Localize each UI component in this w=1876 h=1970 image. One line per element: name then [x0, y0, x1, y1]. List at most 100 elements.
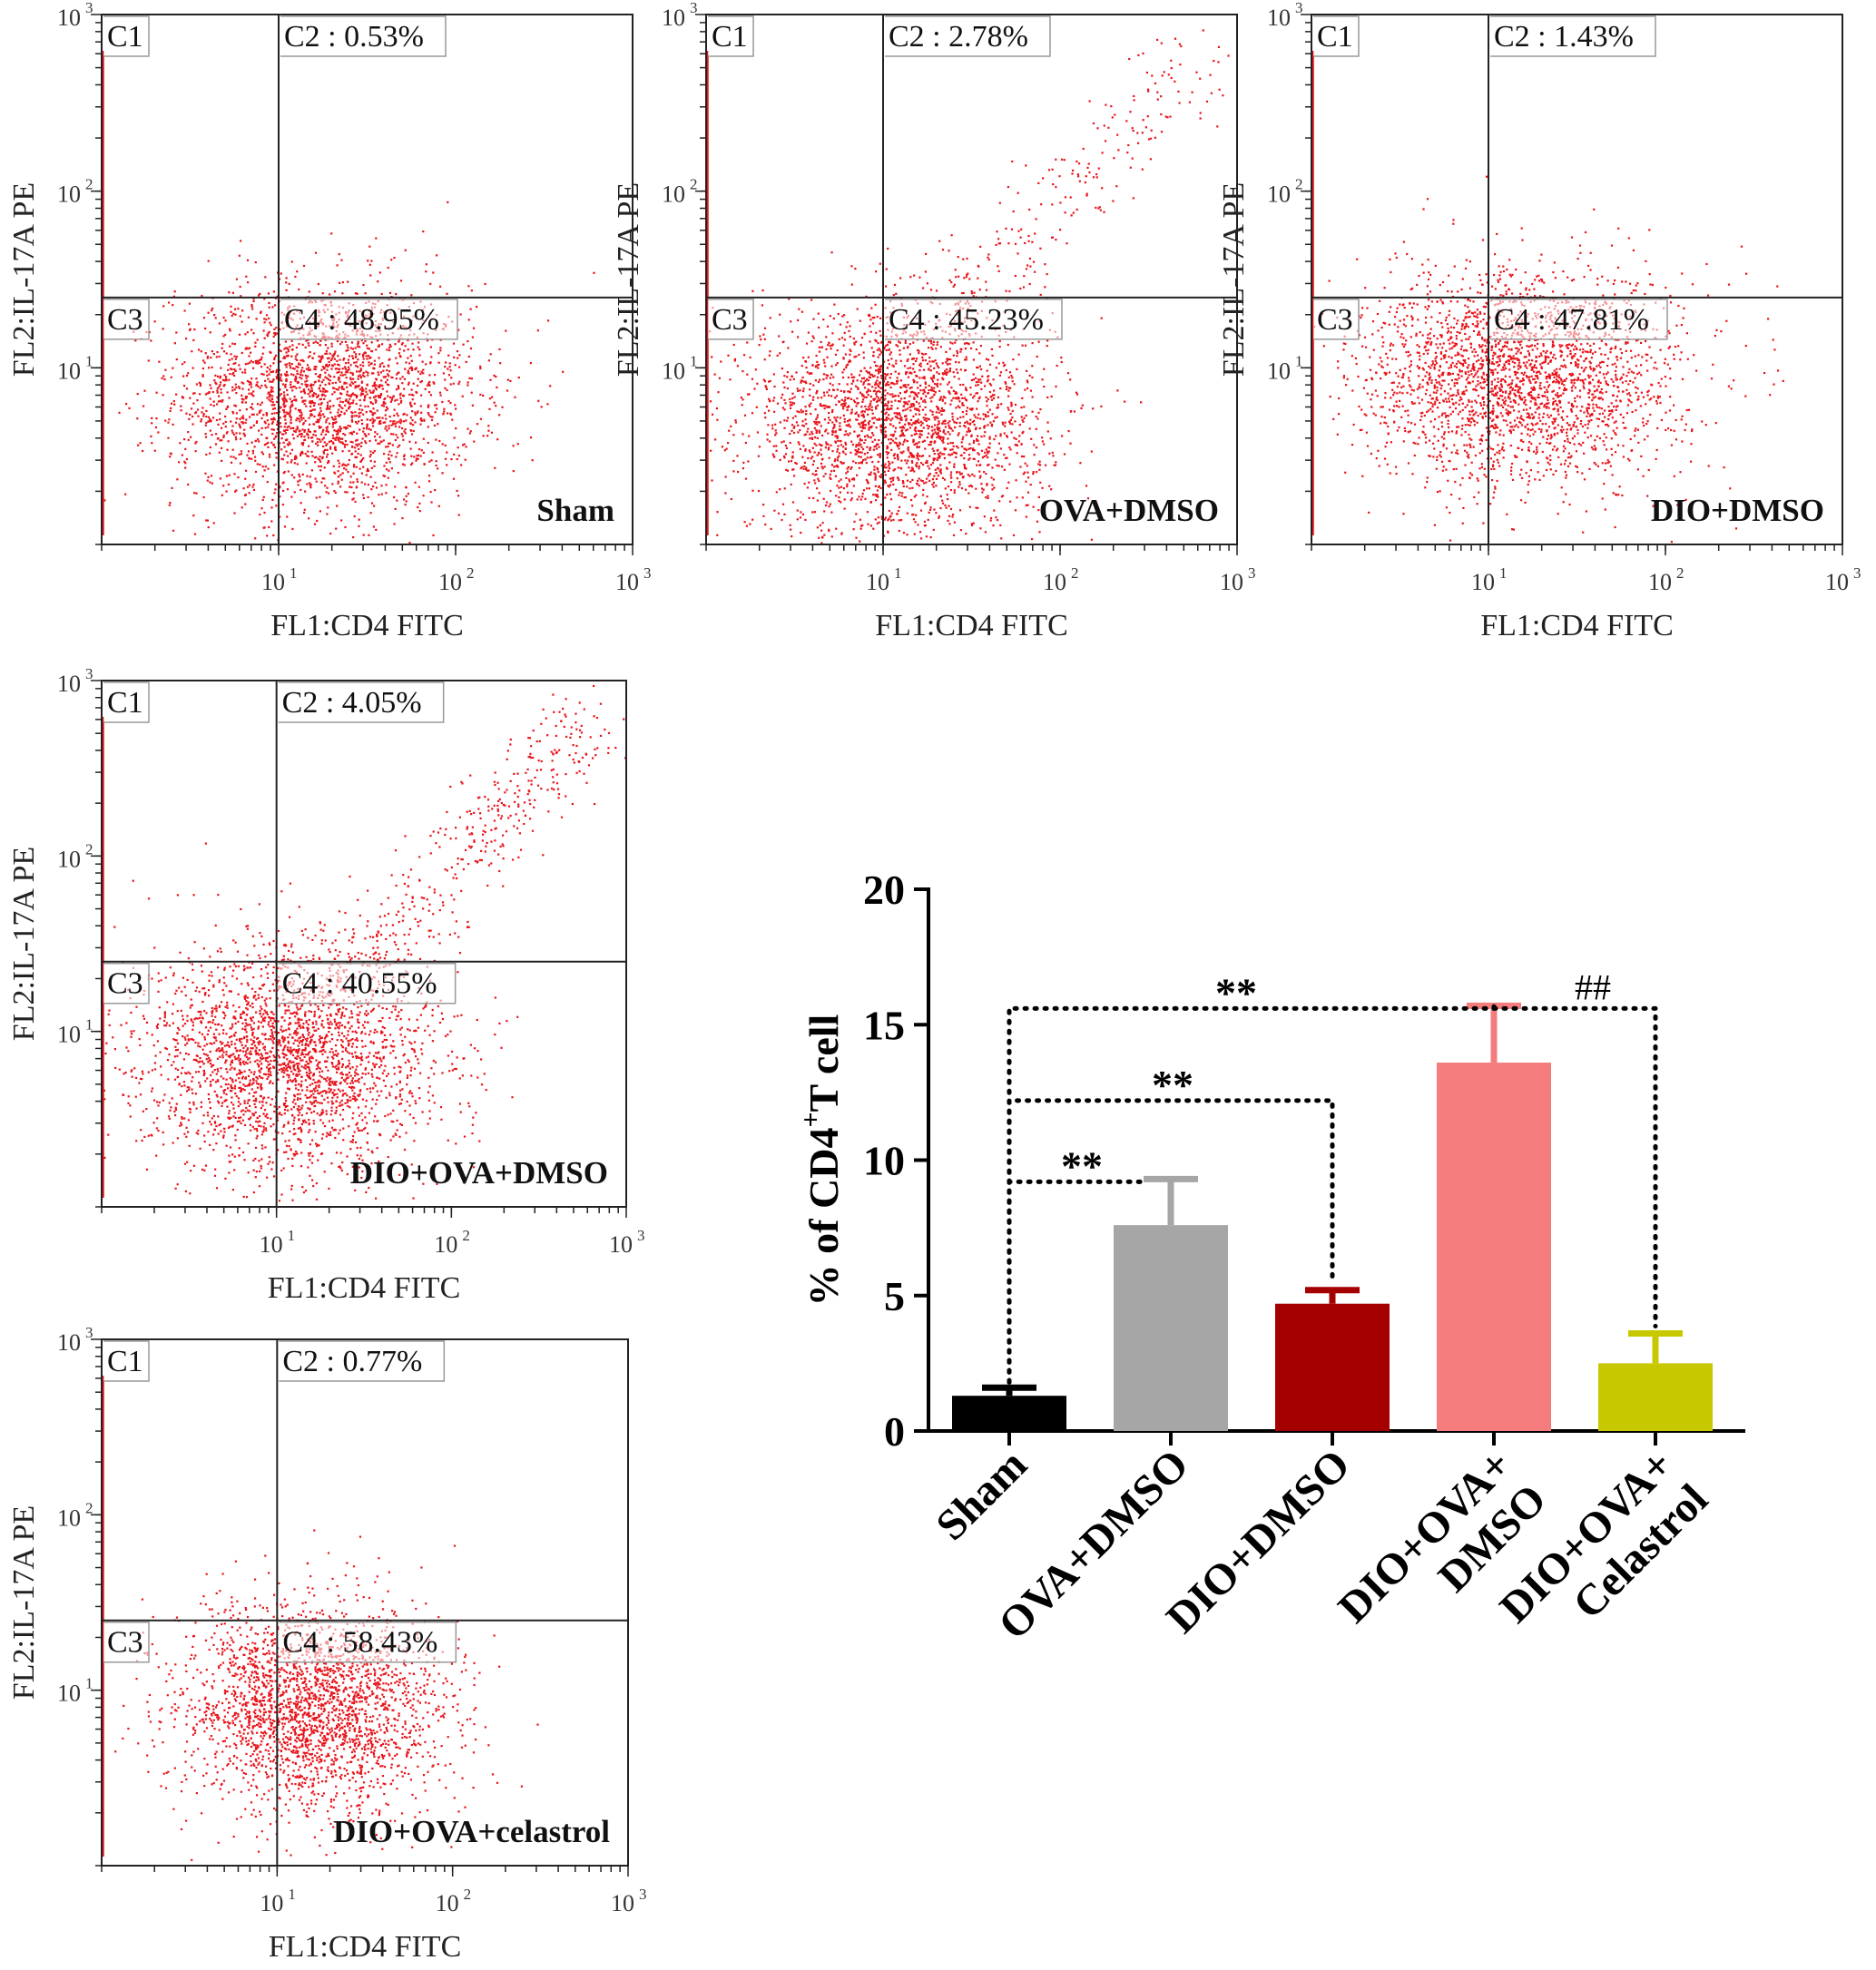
event-dot: [917, 458, 920, 461]
event-dot: [912, 403, 915, 406]
event-dot: [768, 409, 771, 412]
event-dot: [247, 485, 250, 488]
event-dot: [941, 398, 944, 401]
event-dot: [845, 326, 848, 328]
event-dot: [866, 511, 869, 514]
event-dot: [767, 424, 770, 426]
event-dot: [255, 318, 258, 320]
event-dot: [860, 337, 864, 339]
event-dot: [297, 480, 300, 483]
event-dot: [868, 428, 870, 431]
event-dot: [225, 490, 228, 493]
event-dot: [791, 397, 794, 400]
event-dot: [444, 378, 447, 381]
event-dot: [487, 425, 490, 427]
event-dot: [378, 494, 380, 496]
event-dot: [1043, 443, 1046, 446]
x-axis-label: FL1:CD4 FITC: [270, 609, 464, 642]
event-dot: [300, 450, 303, 454]
event-dot: [314, 340, 317, 343]
event-dot: [860, 414, 863, 417]
event-dot: [310, 401, 314, 404]
event-dot: [371, 422, 374, 425]
event-dot: [359, 388, 362, 391]
event-dot: [742, 433, 744, 436]
event-dot: [373, 363, 376, 366]
event-dot: [397, 446, 399, 448]
event-dot: [830, 477, 832, 480]
event-dot: [904, 384, 907, 387]
event-dot: [1048, 485, 1051, 487]
event-dot: [939, 397, 942, 400]
event-dot: [247, 362, 250, 365]
event-dot: [197, 415, 200, 417]
event-dot: [457, 328, 460, 331]
event-dot: [898, 340, 900, 343]
event-dot: [824, 365, 827, 368]
event-dot: [289, 364, 291, 367]
event-dot: [263, 337, 266, 339]
event-dot: [810, 340, 813, 343]
event-dot: [412, 394, 415, 397]
event-dot: [836, 362, 839, 365]
event-dot: [350, 341, 354, 344]
event-dot: [918, 352, 920, 355]
event-dot: [886, 453, 889, 456]
event-dot: [351, 372, 354, 375]
event-dot: [219, 418, 221, 421]
event-dot: [860, 429, 863, 433]
event-dot: [956, 397, 958, 400]
event-dot: [369, 450, 372, 453]
event-dot: [899, 392, 901, 395]
event-dot: [347, 358, 350, 361]
event-dot: [813, 436, 817, 439]
event-dot: [324, 485, 327, 487]
event-dot: [804, 448, 807, 451]
event-dot: [784, 445, 787, 447]
event-dot: [917, 429, 919, 432]
event-dot: [965, 533, 967, 535]
event-dot: [802, 357, 805, 359]
event-dot: [830, 251, 833, 254]
event-dot: [877, 454, 879, 456]
event-dot: [800, 466, 803, 468]
event-dot: [250, 426, 253, 429]
event-dot: [818, 452, 820, 455]
event-dot: [379, 384, 382, 387]
event-dot: [838, 428, 840, 431]
event-dot: [192, 402, 195, 405]
event-dot: [861, 395, 864, 397]
event-dot: [225, 376, 228, 378]
event-dot: [191, 350, 193, 353]
event-dot: [323, 477, 326, 480]
event-dot: [914, 394, 917, 397]
event-dot: [1066, 372, 1070, 375]
event-dot: [899, 379, 902, 382]
event-dot: [234, 383, 237, 386]
event-dot: [884, 413, 887, 416]
event-dot: [790, 460, 793, 463]
event-dot: [443, 410, 446, 413]
event-dot: [255, 421, 258, 424]
event-dot: [730, 425, 732, 427]
event-dot: [341, 472, 344, 475]
event-dot: [408, 362, 411, 365]
event-dot: [337, 470, 339, 473]
event-dot: [308, 367, 310, 369]
event-dot: [280, 272, 282, 275]
event-dot: [918, 446, 920, 448]
event-dot: [869, 524, 872, 527]
event-dot: [807, 456, 810, 460]
event-dot: [852, 528, 855, 531]
event-dot: [325, 426, 328, 429]
event-dot: [337, 438, 339, 442]
event-dot: [222, 434, 225, 437]
event-dot: [220, 381, 222, 384]
event-dot: [441, 472, 444, 475]
event-dot: [934, 457, 937, 460]
event-dot: [847, 470, 850, 473]
event-dot: [951, 515, 954, 518]
event-dot: [451, 418, 454, 421]
event-dot: [295, 398, 298, 401]
event-dot: [1052, 455, 1055, 457]
